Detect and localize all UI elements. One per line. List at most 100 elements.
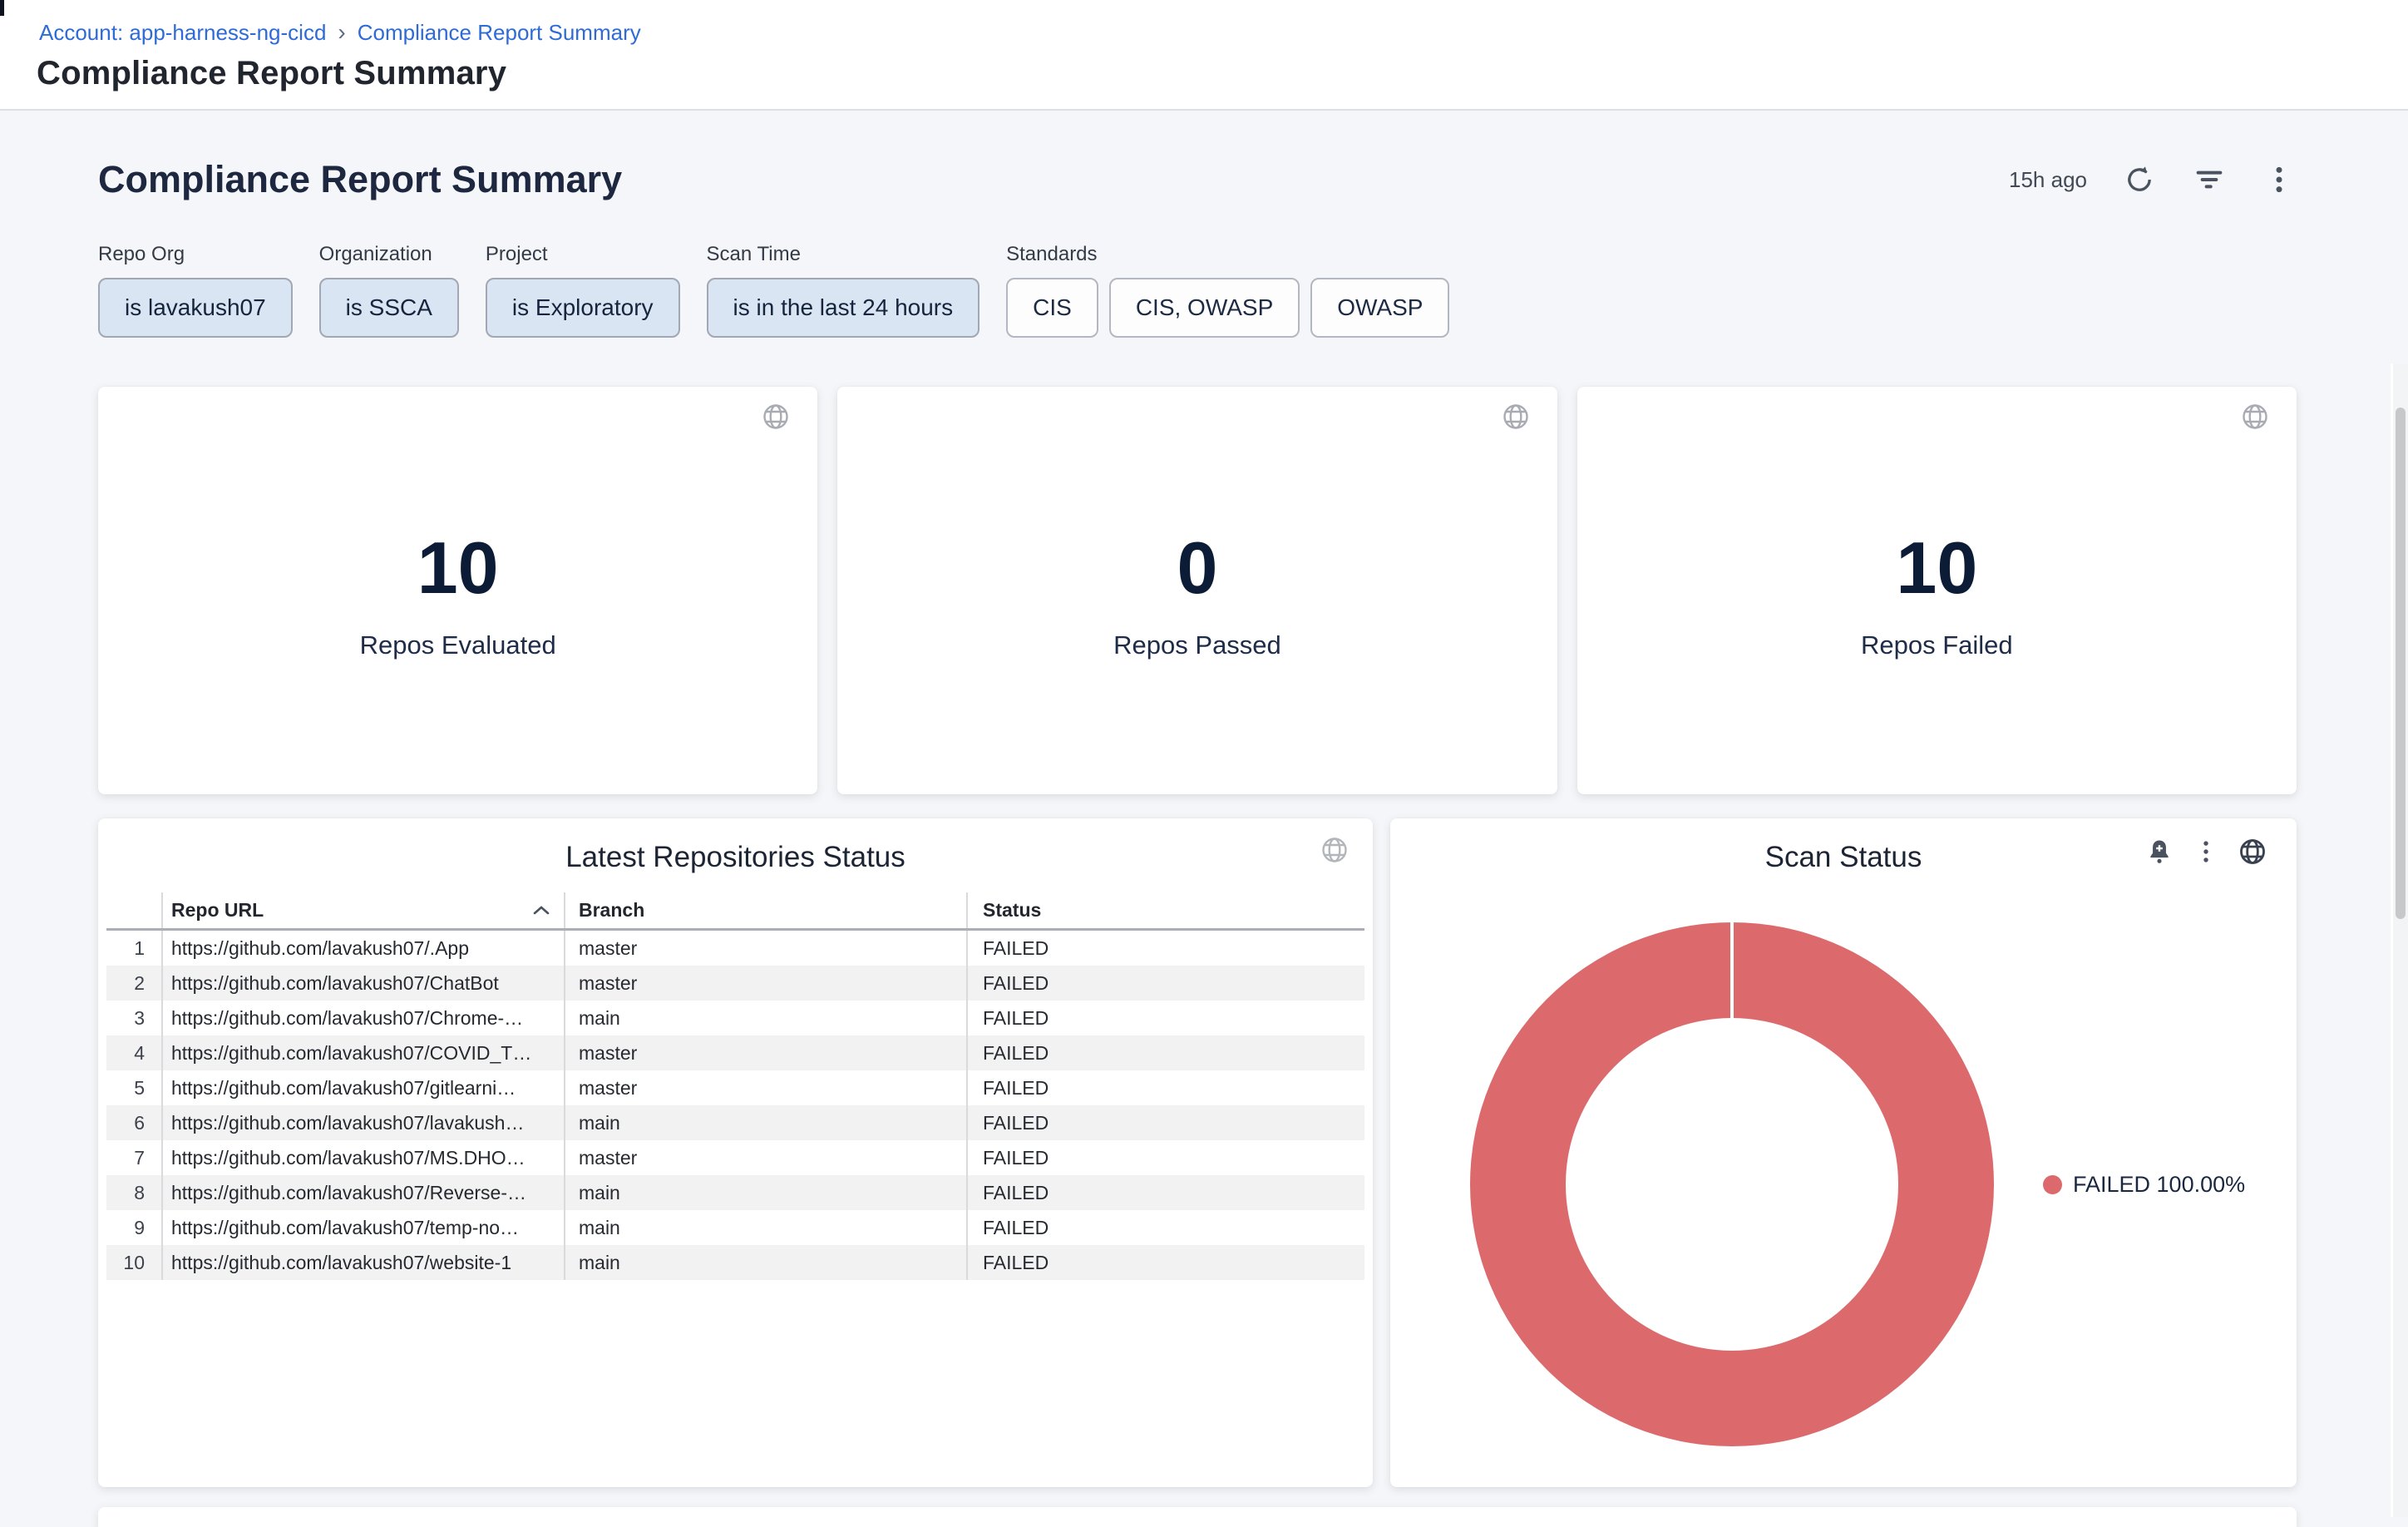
- repo-table: Repo URL Branch Status 1 https://github.c…: [106, 892, 1364, 1280]
- alert-bell-icon[interactable]: [2142, 834, 2177, 869]
- cell-status: FAILED: [983, 1146, 1049, 1169]
- cell-url: https://github.com/lavakush07/website-1: [163, 1245, 565, 1280]
- cell-num: 1: [106, 931, 163, 966]
- cell-status: FAILED: [983, 1216, 1049, 1238]
- next-panel-sliver: [98, 1507, 2297, 1527]
- cell-num: 2: [106, 966, 163, 1001]
- table-row[interactable]: 7 https://github.com/lavakush07/MS.DHO… ma…: [106, 1140, 1364, 1175]
- scan-panel-actions: [2142, 834, 2270, 869]
- filter-chip-repo-org[interactable]: is lavakush07: [98, 278, 293, 338]
- cell-num: 8: [106, 1175, 163, 1210]
- stat-label: Repos Failed: [1860, 630, 2013, 660]
- cell-status: FAILED: [983, 936, 1049, 959]
- filter-group-scan-time: Scan Time is in the last 24 hours: [706, 242, 980, 338]
- cell-num: 9: [106, 1210, 163, 1245]
- cell-url: https://github.com/lavakush07/COVID_T…: [163, 1035, 565, 1070]
- breadcrumb-page-link[interactable]: Compliance Report Summary: [357, 20, 641, 45]
- globe-icon: [2235, 834, 2270, 869]
- stat-label: Repos Evaluated: [359, 630, 556, 660]
- table-row[interactable]: 3 https://github.com/lavakush07/Chrome-… m…: [106, 1001, 1364, 1035]
- breadcrumb-account-link[interactable]: Account: app-harness-ng-cicd: [39, 20, 327, 45]
- filter-chip-standard-cis[interactable]: CIS: [1006, 278, 1098, 338]
- table-row[interactable]: 5 https://github.com/lavakush07/gitlearni…: [106, 1070, 1364, 1105]
- table-row[interactable]: 4 https://github.com/lavakush07/COVID_T… m…: [106, 1035, 1364, 1070]
- column-header-row-number: [106, 892, 163, 928]
- dashboard-actions: 15h ago: [2009, 162, 2297, 197]
- refresh-icon[interactable]: [2122, 162, 2157, 197]
- scan-status-donut-chart[interactable]: [1470, 922, 1994, 1446]
- filter-chip-standard-cis-owasp[interactable]: CIS, OWASP: [1108, 278, 1300, 338]
- cell-url: https://github.com/lavakush07/ChatBot: [163, 966, 565, 1001]
- nav-edge-sliver: [0, 0, 4, 16]
- cell-num: 10: [106, 1245, 163, 1280]
- dashboard-title: Compliance Report Summary: [98, 158, 623, 200]
- globe-icon: [761, 402, 791, 432]
- standards-chip-row: CIS CIS, OWASP OWASP: [1006, 278, 1450, 338]
- stat-value: 10: [1896, 526, 1978, 609]
- sort-ascending-icon: [532, 905, 550, 917]
- table-row[interactable]: 6 https://github.com/lavakush07/lavakush……: [106, 1105, 1364, 1140]
- repo-table-header: Repo URL Branch Status: [106, 892, 1364, 931]
- cell-status: FAILED: [983, 1181, 1049, 1203]
- cell-num: 7: [106, 1140, 163, 1175]
- cell-num: 6: [106, 1105, 163, 1140]
- filter-label: Repo Org: [98, 243, 185, 265]
- filter-icon[interactable]: [2192, 162, 2227, 197]
- cell-branch: master: [565, 966, 968, 1001]
- cell-branch: main: [565, 1105, 968, 1140]
- cell-url: https://github.com/lavakush07/MS.DHO…: [163, 1140, 565, 1175]
- filter-chip-standard-owasp[interactable]: OWASP: [1310, 278, 1450, 338]
- filter-chip-project[interactable]: is Exploratory: [485, 278, 680, 338]
- filter-label: Organization: [318, 243, 432, 265]
- legend-failed-dot: [2043, 1174, 2062, 1194]
- cell-status: FAILED: [983, 1251, 1049, 1273]
- cell-url: https://github.com/lavakush07/temp-no…: [163, 1210, 565, 1245]
- cell-branch: main: [565, 1001, 968, 1035]
- cell-num: 4: [106, 1035, 163, 1070]
- filter-group-project: Project is Exploratory: [485, 242, 680, 338]
- column-header-repo-url[interactable]: Repo URL: [163, 892, 565, 928]
- filter-chip-scan-time[interactable]: is in the last 24 hours: [706, 278, 980, 338]
- filter-bar: Repo Org is lavakush07 Organization is S…: [98, 242, 2297, 338]
- cell-status: FAILED: [983, 1111, 1049, 1134]
- cell-branch: main: [565, 1175, 968, 1210]
- table-row[interactable]: 1 https://github.com/lavakush07/.App maste…: [106, 931, 1364, 966]
- cell-url: https://github.com/lavakush07/gitlearni…: [163, 1070, 565, 1105]
- table-row[interactable]: 2 https://github.com/lavakush07/ChatBot ma…: [106, 966, 1364, 1001]
- cell-status: FAILED: [983, 971, 1049, 994]
- stat-card-repos-evaluated: 10 Repos Evaluated: [98, 387, 818, 794]
- stat-label: Repos Passed: [1113, 630, 1281, 660]
- kebab-menu-icon[interactable]: [2262, 162, 2297, 197]
- column-header-branch[interactable]: Branch: [565, 892, 968, 928]
- column-header-status[interactable]: Status: [983, 899, 1042, 921]
- cell-url: https://github.com/lavakush07/Reverse-…: [163, 1175, 565, 1210]
- latest-repositories-panel: Latest Repositories Status Repo URL: [98, 818, 1373, 1487]
- table-panel-title: Latest Repositories Status: [565, 841, 905, 873]
- table-row[interactable]: 9 https://github.com/lavakush07/temp-no… m…: [106, 1210, 1364, 1245]
- kebab-menu-icon[interactable]: [2188, 834, 2223, 869]
- cell-url: https://github.com/lavakush07/Chrome-…: [163, 1001, 565, 1035]
- scan-panel-title: Scan Status: [1764, 841, 1922, 873]
- page-title: Compliance Report Summary: [37, 55, 507, 91]
- repo-table-rows: 1 https://github.com/lavakush07/.App maste…: [106, 931, 1364, 1280]
- scrollbar-thumb[interactable]: [2396, 408, 2406, 919]
- vertical-scrollbar: [2391, 363, 2408, 1517]
- legend-failed-label: FAILED 100.00%: [2073, 1171, 2246, 1197]
- cell-branch: master: [565, 1070, 968, 1105]
- table-row[interactable]: 8 https://github.com/lavakush07/Reverse-……: [106, 1175, 1364, 1210]
- filter-chip-organization[interactable]: is SSCA: [318, 278, 459, 338]
- cell-url: https://github.com/lavakush07/lavakush…: [163, 1105, 565, 1140]
- last-refreshed-label: 15h ago: [2009, 166, 2087, 192]
- donut-hole: [1566, 1018, 1898, 1351]
- cell-branch: main: [565, 1210, 968, 1245]
- table-row[interactable]: 10 https://github.com/lavakush07/website-…: [106, 1245, 1364, 1280]
- filter-group-standards: Standards CIS CIS, OWASP OWASP: [1006, 242, 1450, 338]
- filter-label: Project: [485, 243, 548, 265]
- dashboard-header: Compliance Report Summary 15h ago: [98, 156, 2297, 204]
- breadcrumb: Account: app-harness-ng-cicd › Complianc…: [39, 18, 641, 47]
- cell-status: FAILED: [983, 1006, 1049, 1029]
- donut-segment-divider: [1730, 922, 1734, 1019]
- stat-tiles-row: 10 Repos Evaluated 0 Repos Passed 10 Rep…: [98, 387, 2297, 794]
- cell-branch: master: [565, 1035, 968, 1070]
- chart-legend[interactable]: FAILED 100.00%: [2043, 1171, 2245, 1198]
